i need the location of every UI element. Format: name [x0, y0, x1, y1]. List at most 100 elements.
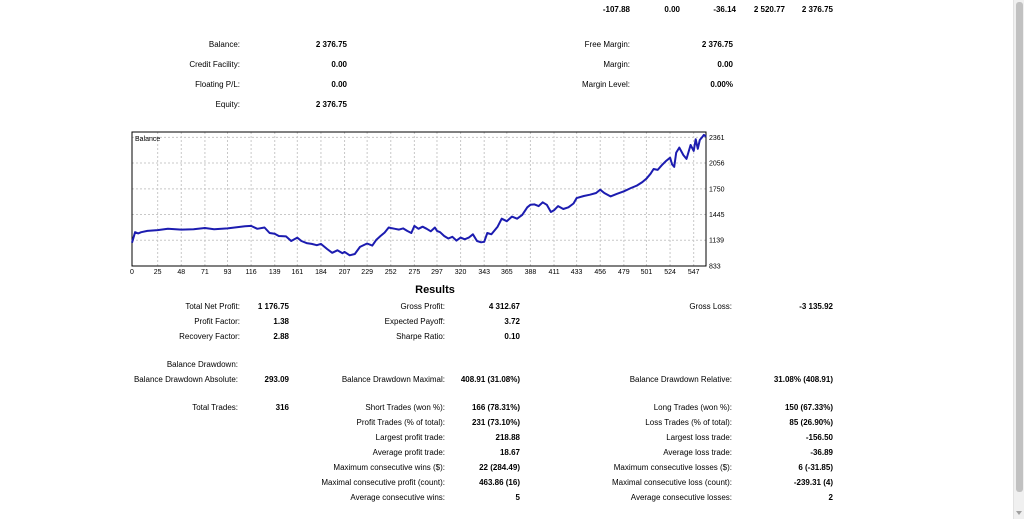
floating-pl-value: 0.00 — [331, 80, 347, 89]
credit-facility-label: Credit Facility: — [189, 60, 240, 69]
drawdown-relative-label: Balance Drawdown Relative: — [629, 375, 732, 384]
balance-chart: Balance 0 25 48 71 93 116 139 161 184 207 229 252 27… — [130, 131, 725, 276]
right-trade-stat-value-5: -239.31 (4) — [793, 478, 833, 487]
x-tick-label: 343 — [478, 269, 490, 276]
x-tick-label: 456 — [594, 269, 606, 276]
equity-label: Equity: — [215, 100, 240, 109]
profit-factor-value: 1.38 — [273, 317, 289, 326]
gross-loss-label: Gross Loss: — [689, 302, 732, 311]
margin-value: 0.00 — [717, 60, 733, 69]
drawdown-absolute-value: 293.09 — [264, 375, 289, 384]
margin-level-label: Margin Level: — [581, 80, 630, 89]
top-value-3: -36.14 — [713, 5, 736, 14]
sharpe-ratio-label: Sharpe Ratio: — [396, 332, 445, 341]
x-tick-label: 479 — [618, 269, 630, 276]
right-trade-stat-value-6: 2 — [828, 493, 833, 502]
right-trade-stat-label-6: Average consecutive losses: — [630, 493, 732, 502]
mid-trade-stat-value-0: 166 (78.31%) — [471, 403, 520, 412]
profit-factor-label: Profit Factor: — [194, 317, 240, 326]
x-tick-label: 184 — [315, 269, 327, 276]
mid-trade-stat-label-4: Maximum consecutive wins ($): — [333, 463, 445, 472]
floating-pl-label: Floating P/L: — [195, 80, 240, 89]
y-tick-label: 833 — [709, 264, 721, 271]
chart-title: Balance — [135, 136, 160, 143]
gross-loss-value: -3 135.92 — [799, 302, 833, 311]
mid-trade-stat-value-2: 218.88 — [495, 433, 520, 442]
x-tick-label: 0 — [130, 269, 134, 276]
chart-grid — [132, 132, 706, 266]
mid-trade-stat-label-5: Maximal consecutive profit (count): — [321, 478, 445, 487]
x-tick-label: 501 — [641, 269, 653, 276]
mid-trade-stat-label-2: Largest profit trade: — [375, 433, 445, 442]
x-tick-label: 139 — [269, 269, 281, 276]
right-trade-stat-value-1: 85 (26.90%) — [789, 418, 833, 427]
top-value-4: 2 520.77 — [753, 5, 785, 14]
recovery-factor-value: 2.88 — [273, 332, 289, 341]
right-trade-stat-value-4: 6 (-31.85) — [798, 463, 833, 472]
gross-profit-label: Gross Profit: — [400, 302, 445, 311]
expected-payoff-value: 3.72 — [504, 317, 520, 326]
sharpe-ratio-value: 0.10 — [504, 332, 520, 341]
mid-trade-stat-value-5: 463.86 (16) — [479, 478, 520, 487]
drawdown-maximal-label: Balance Drawdown Maximal: — [341, 375, 445, 384]
x-tick-label: 252 — [385, 269, 397, 276]
gross-profit-value: 4 312.67 — [488, 302, 520, 311]
x-tick-label: 71 — [201, 269, 209, 276]
total-net-profit-value: 1 176.75 — [257, 302, 289, 311]
x-tick-label: 93 — [224, 269, 232, 276]
right-trade-stat-label-5: Maximal consecutive loss (count): — [611, 478, 732, 487]
x-tick-label: 116 — [246, 269, 257, 276]
y-tick-label: 1445 — [709, 212, 725, 219]
results-title: Results — [415, 284, 455, 296]
mid-trade-stat-value-3: 18.67 — [499, 448, 520, 457]
right-trade-stat-label-0: Long Trades (won %): — [653, 403, 732, 412]
drawdown-relative-value: 31.08% (408.91) — [773, 375, 833, 384]
mid-trade-stat-value-4: 22 (284.49) — [479, 463, 520, 472]
chart-plot-area — [131, 131, 707, 267]
total-net-profit-label: Total Net Profit: — [185, 302, 240, 311]
x-tick-label: 365 — [501, 269, 513, 276]
vertical-scrollbar[interactable] — [1013, 0, 1024, 519]
total-trades-value: 316 — [275, 403, 289, 412]
balance-value: 2 376.75 — [315, 40, 347, 49]
x-tick-label: 207 — [339, 269, 351, 276]
top-value-5: 2 376.75 — [801, 5, 833, 14]
x-tick-label: 411 — [548, 269, 559, 276]
balance-drawdown-label: Balance Drawdown: — [166, 360, 238, 369]
y-tick-label: 1750 — [709, 186, 725, 193]
mid-trade-stat-value-1: 231 (73.10%) — [471, 418, 520, 427]
recovery-factor-label: Recovery Factor: — [179, 332, 240, 341]
x-tick-label: 547 — [688, 269, 700, 276]
right-trade-stat-value-0: 150 (67.33%) — [784, 403, 833, 412]
top-value-1: -107.88 — [602, 5, 630, 14]
mid-trade-stat-label-1: Profit Trades (% of total): — [356, 418, 445, 427]
x-tick-label: 524 — [664, 269, 676, 276]
margin-level-value: 0.00% — [710, 80, 733, 89]
scroll-down-arrow-icon[interactable] — [1016, 511, 1022, 515]
free-margin-value: 2 376.75 — [701, 40, 733, 49]
right-trade-stat-value-3: -36.89 — [810, 448, 833, 457]
x-tick-label: 320 — [455, 269, 467, 276]
right-trade-stat-value-2: -156.50 — [805, 433, 833, 442]
x-tick-label: 229 — [361, 269, 373, 276]
x-tick-label: 297 — [431, 269, 443, 276]
total-trades-label: Total Trades: — [192, 403, 238, 412]
y-tick-label: 1139 — [709, 238, 724, 245]
free-margin-label: Free Margin: — [584, 40, 630, 49]
x-tick-label: 433 — [571, 269, 583, 276]
mid-trade-stat-label-6: Average consecutive wins: — [350, 493, 445, 502]
scrollbar-thumb[interactable] — [1016, 2, 1023, 492]
x-tick-label: 25 — [154, 269, 162, 276]
mid-trade-stat-label-0: Short Trades (won %): — [365, 403, 445, 412]
expected-payoff-label: Expected Payoff: — [384, 317, 445, 326]
right-trade-stat-label-3: Average loss trade: — [663, 448, 732, 457]
x-tick-label: 48 — [177, 269, 185, 276]
balance-label: Balance: — [208, 40, 240, 49]
x-tick-label: 388 — [525, 269, 537, 276]
margin-label: Margin: — [603, 60, 630, 69]
y-tick-label: 2361 — [709, 135, 725, 142]
mid-trade-stat-label-3: Average profit trade: — [372, 448, 445, 457]
right-trade-stat-label-4: Maximum consecutive losses ($): — [613, 463, 732, 472]
right-trade-stat-label-2: Largest loss trade: — [666, 433, 732, 442]
equity-value: 2 376.75 — [315, 100, 347, 109]
